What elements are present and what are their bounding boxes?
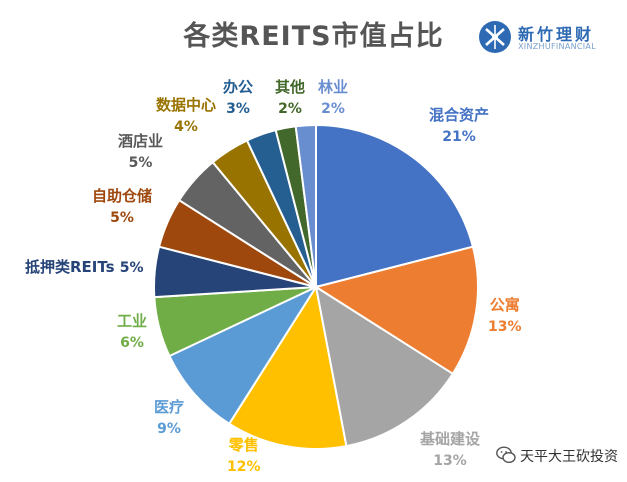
logo-subtitle: XINZHUFINANCIAL — [518, 42, 596, 51]
bamboo-logo-icon — [479, 21, 511, 53]
slice-label-1: 混合资产 21% — [429, 105, 489, 148]
chart-title: 各类REITS市值占比 — [183, 21, 444, 52]
slice-label-12: 其他 2% — [275, 77, 305, 120]
slice-label-percent: 21% — [442, 129, 476, 145]
slice-label-2: 公寓 13% — [488, 295, 522, 338]
slice-label-5: 医疗 9% — [154, 397, 184, 440]
wechat-icon — [496, 446, 516, 464]
pie-slice-4 — [227, 284, 348, 450]
slice-label-name: 自助仓储 — [92, 187, 153, 205]
slice-label-name: 公寓 — [489, 296, 520, 314]
slice-label-name: 抵押类REITs — [25, 258, 115, 276]
slice-label-percent: 4% — [174, 119, 198, 135]
slice-label-8: 自助仓储 5% — [92, 186, 152, 229]
slice-label-7: 抵押类REITs 5% — [25, 257, 144, 279]
logo-name: 新竹理财 — [518, 25, 595, 44]
slice-label-3: 基础建设 13% — [420, 429, 480, 472]
pie-slice-5 — [168, 284, 319, 426]
slice-label-percent: 6% — [120, 335, 144, 351]
slice-label-percent: 9% — [157, 421, 181, 437]
slice-label-13: 林业 2% — [318, 77, 348, 120]
slice-label-percent: 2% — [321, 101, 345, 117]
slice-label-6: 工业 6% — [117, 311, 147, 354]
pie-slice-2 — [313, 245, 479, 376]
pie-slice-1 — [315, 123, 475, 289]
slice-label-10: 数据中心 4% — [156, 95, 216, 138]
slice-label-percent: 12% — [227, 459, 261, 475]
slice-label-percent: 5% — [119, 260, 144, 276]
slice-label-name: 零售 — [228, 436, 259, 454]
slice-label-name: 其他 — [275, 78, 306, 96]
slice-label-name: 工业 — [117, 312, 148, 330]
watermark-text: 天平大王砍投资 — [520, 449, 618, 465]
slice-label-11: 办公 3% — [223, 77, 253, 120]
slice-label-name: 林业 — [318, 78, 349, 96]
brand-logo: 新竹理财 XINZHUFINANCIAL — [478, 20, 608, 56]
slice-label-name: 办公 — [223, 78, 254, 96]
slice-label-name: 混合资产 — [429, 106, 490, 124]
slice-label-percent: 5% — [128, 155, 153, 171]
slice-label-name: 数据中心 — [156, 96, 217, 114]
slice-label-name: 医疗 — [154, 398, 185, 416]
slice-label-name: 酒店业 — [118, 132, 164, 150]
slice-label-4: 零售 12% — [227, 435, 261, 478]
slice-label-percent: 3% — [226, 101, 250, 117]
pie-slice-3 — [314, 284, 455, 448]
slice-label-percent: 13% — [488, 319, 522, 335]
slice-label-percent: 13% — [433, 453, 467, 469]
slice-label-percent: 2% — [278, 101, 302, 117]
slice-label-percent: 5% — [110, 210, 134, 226]
slice-label-9: 酒店业 5% — [118, 131, 163, 174]
slice-label-name: 基础建设 — [420, 430, 481, 448]
pie-slice-13 — [294, 123, 317, 288]
